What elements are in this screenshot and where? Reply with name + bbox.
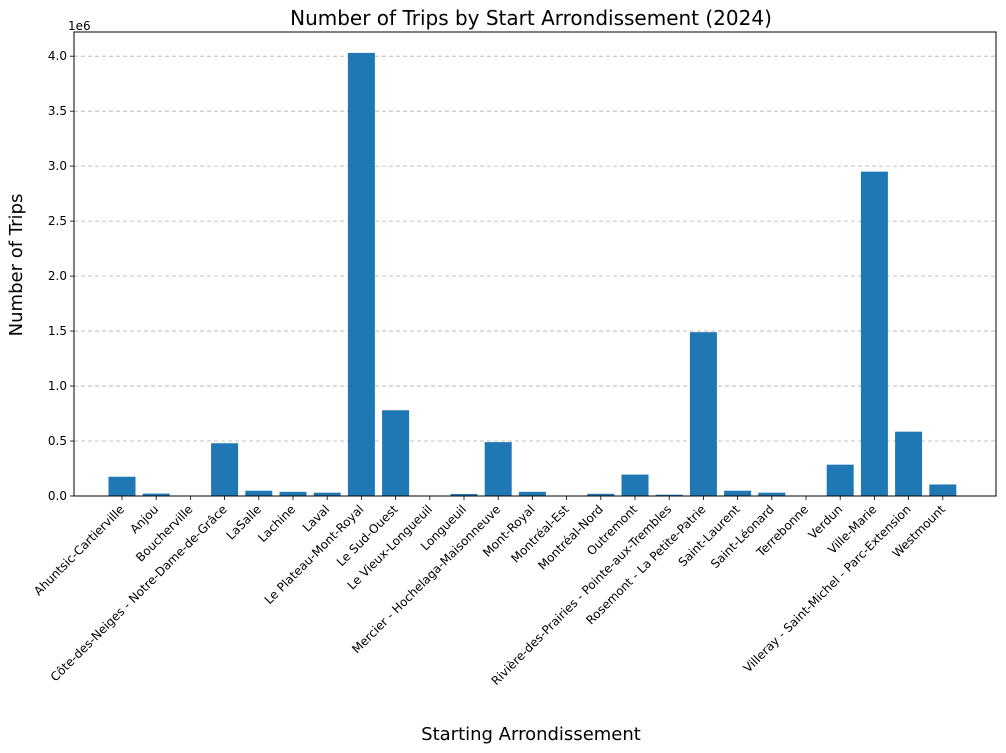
- y-axis-ticks: 0.0 0.5 1.0 1.5 2.0 2.5 3.0 3.5 4.0: [48, 49, 74, 503]
- bar: [313, 492, 341, 496]
- y-tick-label: 4.0: [48, 49, 67, 63]
- x-tick-label: Ahuntsic-Cartierville: [31, 502, 127, 598]
- y-tick-label: 3.5: [48, 104, 67, 118]
- plot-border: [73, 31, 997, 497]
- x-tick-label: Lachine: [255, 502, 298, 545]
- bar: [382, 410, 410, 496]
- bar: [484, 442, 512, 496]
- gridlines: [74, 55, 996, 497]
- bar: [621, 474, 649, 496]
- bar: [826, 464, 854, 496]
- y-tick-label: 1.5: [48, 324, 67, 338]
- chart-title: Number of Trips by Start Arrondissement …: [290, 6, 772, 30]
- plot-frame: [73, 31, 997, 497]
- bar: [724, 490, 752, 496]
- bar: [929, 484, 957, 496]
- bar: [518, 491, 546, 496]
- x-axis-label: Starting Arrondissement: [421, 724, 641, 745]
- y-tick-label: 0.0: [48, 489, 67, 503]
- bars: [108, 52, 957, 497]
- bar: [450, 494, 478, 496]
- bar: [279, 491, 307, 496]
- bar: [347, 52, 375, 497]
- x-axis-ticks: Ahuntsic-Cartierville AnjouBouchervilleCô…: [31, 496, 948, 688]
- bar: [655, 494, 683, 496]
- bar: [895, 431, 923, 496]
- y-axis-offset-label: 1e6: [68, 19, 91, 33]
- bar: [108, 476, 136, 496]
- bar: [860, 171, 888, 496]
- y-tick-label: 2.5: [48, 214, 67, 228]
- y-tick-label: 3.0: [48, 159, 67, 173]
- bar: [758, 492, 786, 496]
- y-axis-label: Number of Trips: [6, 194, 27, 337]
- bar: [587, 493, 615, 496]
- bar: [211, 443, 239, 496]
- y-tick-label: 1.0: [48, 379, 67, 393]
- y-tick-label: 0.5: [48, 434, 67, 448]
- x-tick-label: Laval: [300, 502, 332, 534]
- bar: [245, 490, 273, 496]
- y-tick-label: 2.0: [48, 269, 67, 283]
- bar: [689, 332, 717, 496]
- bar: [142, 493, 170, 496]
